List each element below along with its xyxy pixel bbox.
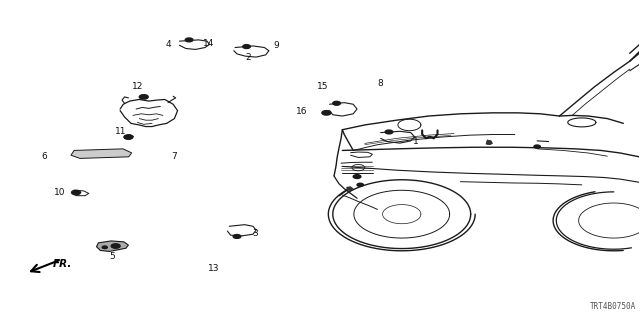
Circle shape: [322, 111, 331, 115]
Text: 10: 10: [54, 188, 65, 197]
Text: TRT4B0750A: TRT4B0750A: [590, 302, 636, 311]
Circle shape: [124, 135, 133, 139]
Text: 8: 8: [378, 79, 383, 88]
Polygon shape: [71, 149, 132, 158]
Text: 9: 9: [274, 41, 280, 51]
Circle shape: [72, 190, 81, 195]
Text: 14: 14: [202, 39, 214, 48]
Text: 16: 16: [296, 107, 308, 116]
Text: 12: 12: [132, 82, 144, 91]
Circle shape: [353, 175, 361, 179]
Circle shape: [185, 38, 193, 42]
Text: 1: 1: [413, 137, 419, 146]
Text: 3: 3: [252, 229, 258, 238]
Polygon shape: [347, 187, 353, 191]
Text: 13: 13: [208, 264, 220, 273]
Circle shape: [357, 183, 364, 187]
Circle shape: [385, 130, 393, 134]
Text: 4: 4: [165, 40, 171, 49]
Text: FR.: FR.: [53, 259, 72, 268]
Text: 6: 6: [41, 152, 47, 161]
Text: 15: 15: [317, 82, 329, 91]
Circle shape: [243, 45, 250, 49]
Text: 2: 2: [246, 53, 252, 62]
Polygon shape: [486, 140, 492, 145]
Polygon shape: [97, 241, 129, 252]
FancyArrowPatch shape: [31, 260, 59, 272]
Circle shape: [333, 101, 340, 105]
Text: 5: 5: [109, 252, 115, 261]
Circle shape: [140, 95, 148, 99]
Text: 7: 7: [172, 152, 177, 161]
Circle shape: [233, 235, 241, 238]
Circle shape: [102, 246, 108, 249]
Circle shape: [111, 244, 120, 248]
Text: 11: 11: [115, 127, 127, 136]
Circle shape: [534, 145, 540, 148]
